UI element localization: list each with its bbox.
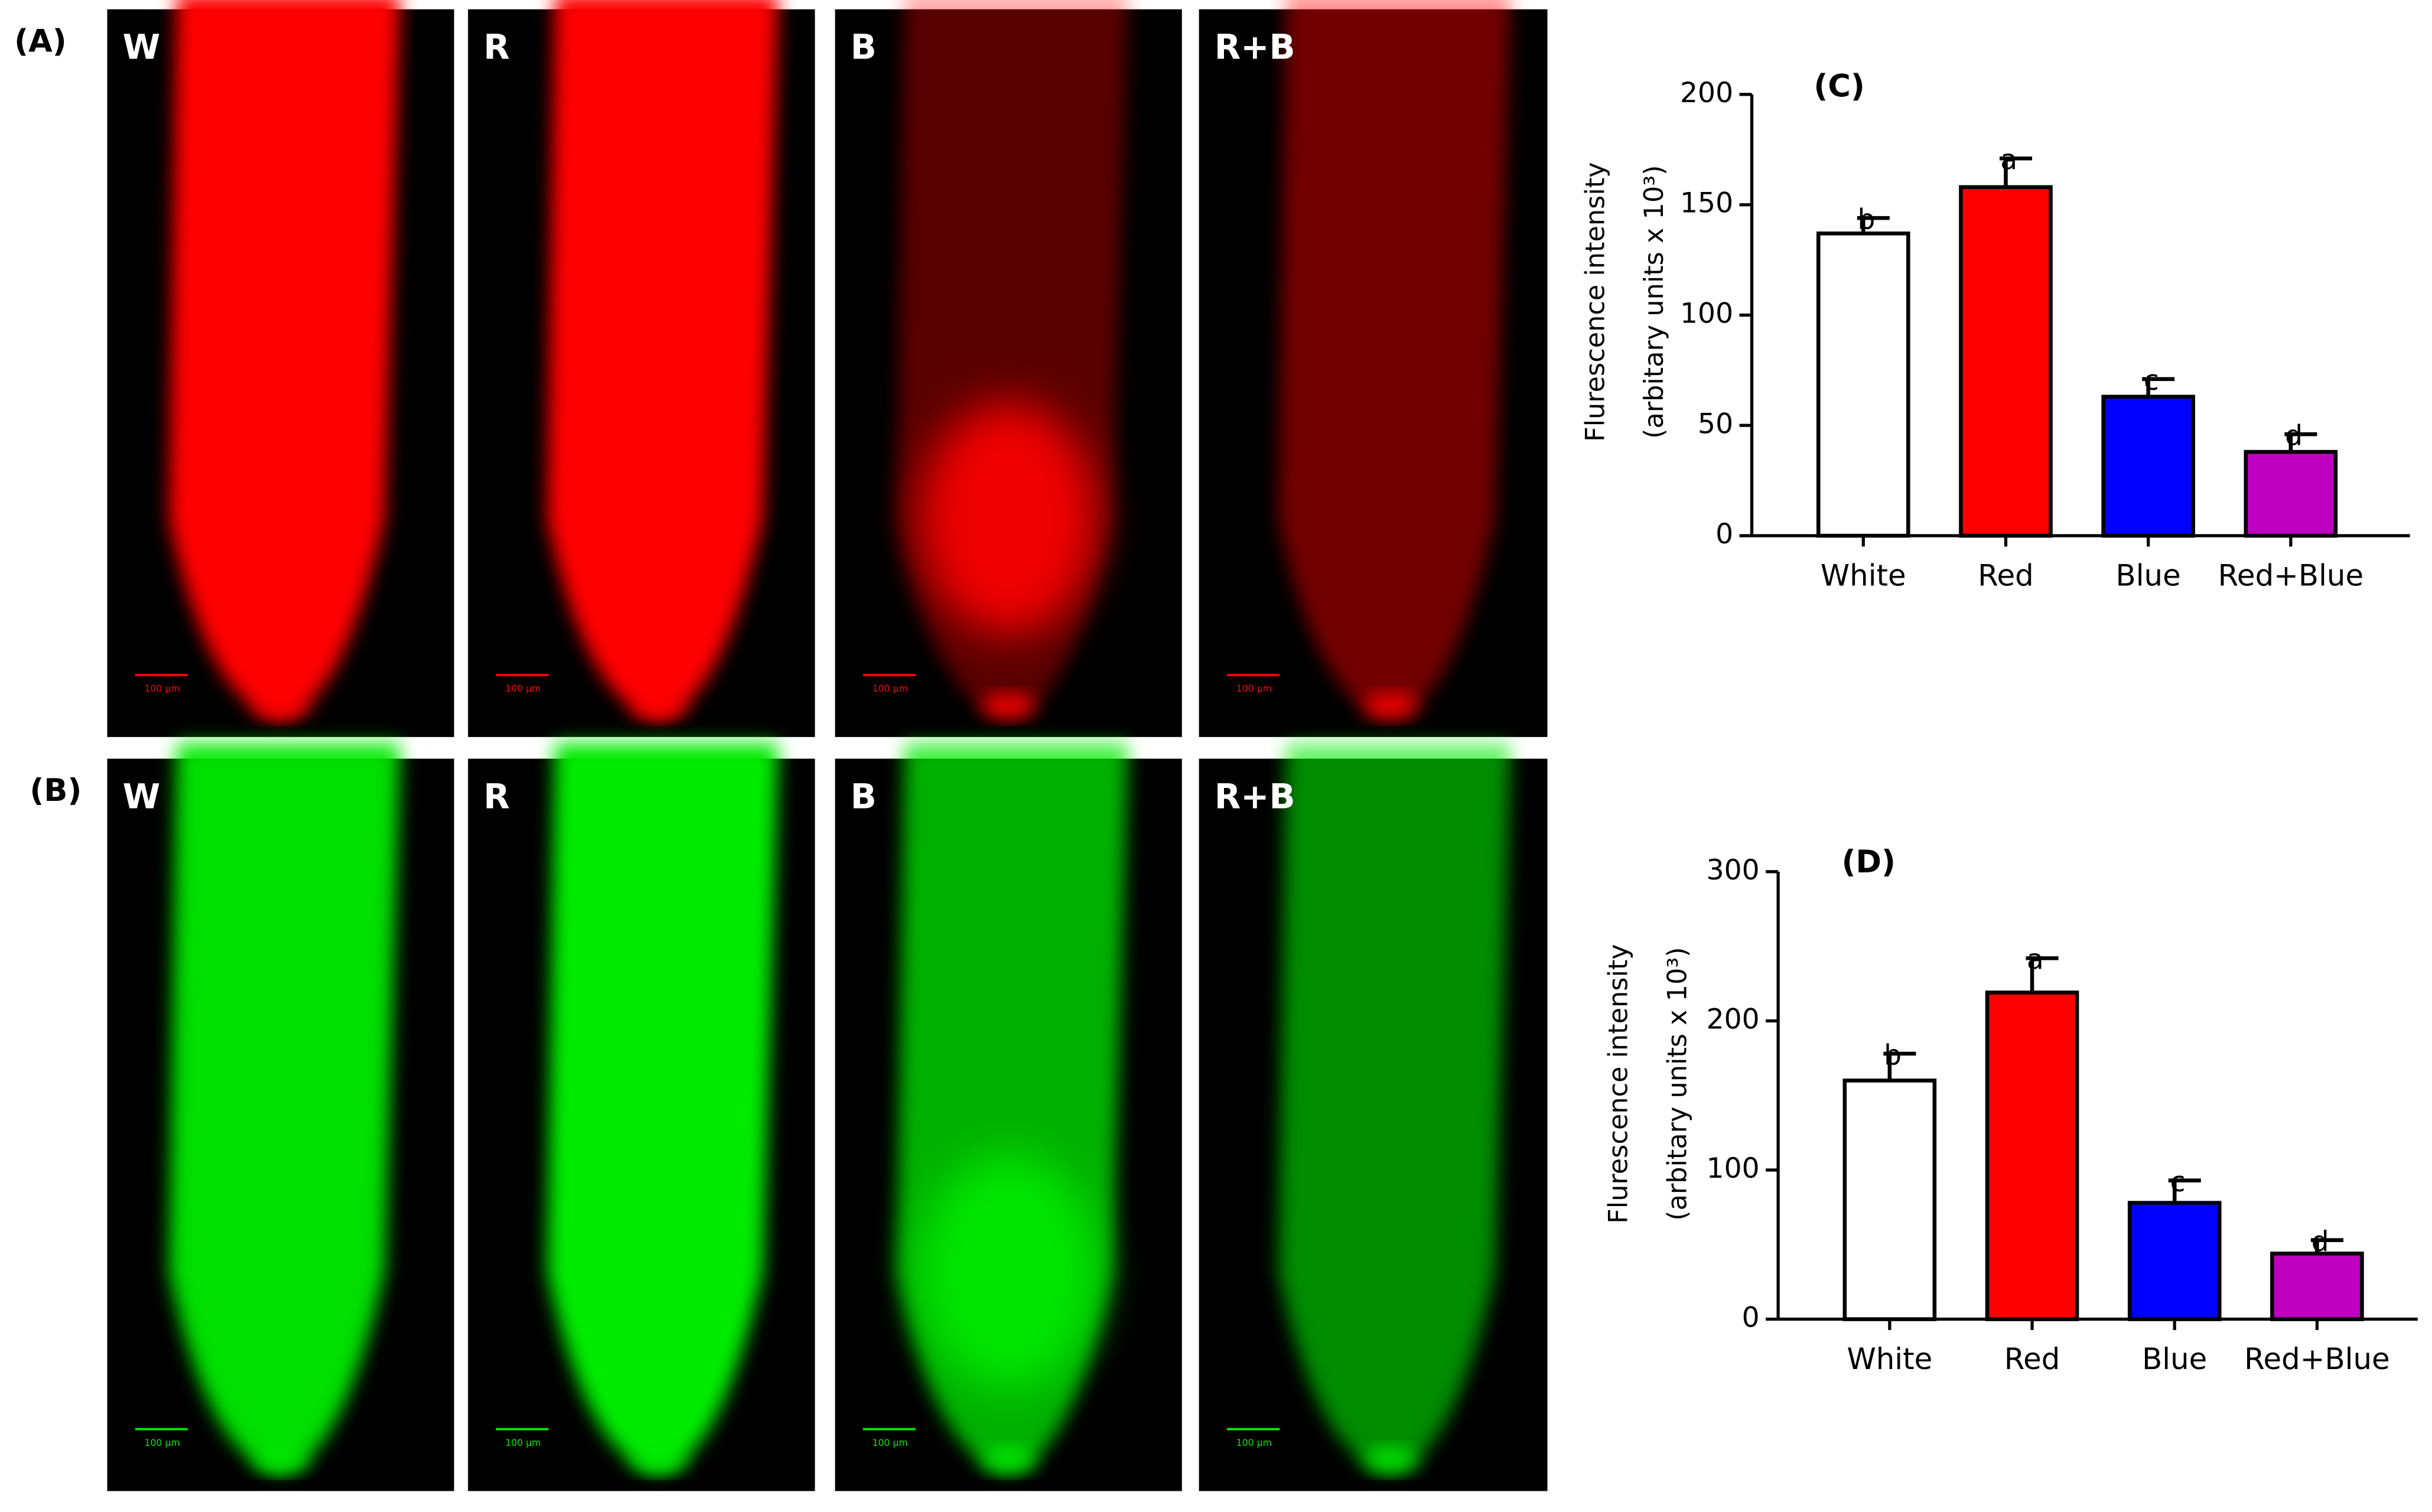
root-tip-glow bbox=[920, 1154, 1097, 1389]
y-axis-label: Flurescence intensity bbox=[1580, 162, 1610, 442]
root-tip bbox=[981, 1448, 1037, 1473]
root bbox=[168, 0, 401, 719]
x-tick-label: Blue bbox=[2142, 1342, 2207, 1376]
y-tick-label: 100 bbox=[1680, 297, 1733, 330]
root bbox=[1278, 743, 1511, 1473]
root-tip-glow bbox=[920, 402, 1097, 636]
x-tick-label: Red bbox=[2004, 1342, 2060, 1376]
scale-bar-label: 100 µm bbox=[505, 1437, 541, 1448]
significance-letter: d bbox=[2285, 419, 2303, 452]
image-label: R+B bbox=[1215, 776, 1295, 816]
micrograph bbox=[835, 0, 1182, 737]
image-label: R bbox=[484, 27, 510, 67]
bar bbox=[2127, 1201, 2222, 1321]
significance-letter: b bbox=[1884, 1039, 1902, 1071]
root-tip bbox=[252, 693, 309, 719]
micrograph bbox=[1199, 743, 1548, 1491]
x-tick-label: Blue bbox=[2116, 558, 2181, 592]
significance-letter: b bbox=[1858, 203, 1876, 236]
scale-bar-label: 100 µm bbox=[872, 1437, 908, 1448]
micrograph bbox=[835, 743, 1182, 1491]
panel-label: (A) bbox=[14, 23, 67, 59]
y-tick-label: 150 bbox=[1680, 187, 1733, 220]
significance-letter: d bbox=[2311, 1226, 2329, 1258]
root-tip bbox=[981, 693, 1037, 719]
chart-title: (D) bbox=[1842, 844, 1896, 880]
root bbox=[1278, 0, 1510, 719]
root-tip bbox=[1362, 693, 1419, 719]
significance-letter: c bbox=[2170, 1166, 2186, 1198]
y-axis-label: Flurescence intensity bbox=[1603, 944, 1634, 1224]
scale-bar-label: 100 µm bbox=[144, 1437, 180, 1448]
y-tick-label: 200 bbox=[1680, 77, 1733, 109]
bar bbox=[2270, 1252, 2364, 1321]
y-tick-label: 0 bbox=[1715, 518, 1733, 550]
y-tick-label: 100 bbox=[1707, 1152, 1760, 1185]
x-tick-label: White bbox=[1821, 558, 1906, 592]
bar bbox=[1959, 185, 2053, 538]
y-tick-label: 200 bbox=[1707, 1003, 1760, 1035]
significance-letter: c bbox=[2144, 364, 2159, 397]
root bbox=[168, 743, 401, 1473]
bar bbox=[1816, 231, 1910, 538]
micrograph bbox=[1199, 0, 1548, 737]
image-label: B bbox=[851, 776, 877, 816]
root-tip bbox=[631, 693, 687, 719]
panel-label: (B) bbox=[30, 773, 82, 809]
x-tick-label: Red+Blue bbox=[2218, 558, 2364, 592]
y-axis-label: (arbitary units x 10³) bbox=[1639, 165, 1669, 439]
image-label: W bbox=[123, 27, 161, 67]
scale-bar-label: 100 µm bbox=[505, 683, 541, 694]
root-tip bbox=[631, 1448, 687, 1473]
y-tick-label: 0 bbox=[1742, 1302, 1760, 1334]
scale-bar-label: 100 µm bbox=[1236, 683, 1272, 694]
x-tick-label: Red bbox=[1978, 558, 2034, 592]
root bbox=[546, 0, 779, 719]
y-tick-label: 300 bbox=[1707, 854, 1760, 887]
bar bbox=[1842, 1078, 1937, 1321]
significance-letter: a bbox=[2000, 144, 2017, 176]
bar bbox=[1985, 990, 2079, 1321]
image-label: R+B bbox=[1215, 27, 1295, 67]
scale-bar-label: 100 µm bbox=[144, 683, 180, 694]
micrograph bbox=[468, 0, 815, 737]
scale-bar-label: 100 µm bbox=[1236, 1437, 1272, 1448]
root-tip bbox=[1362, 1448, 1419, 1473]
image-label: R bbox=[484, 776, 510, 816]
root-tip bbox=[252, 1448, 309, 1473]
y-tick-label: 50 bbox=[1698, 408, 1733, 440]
scale-bar-label: 100 µm bbox=[872, 683, 908, 694]
x-tick-label: White bbox=[1847, 1342, 1932, 1376]
micrograph bbox=[107, 743, 454, 1491]
image-label: B bbox=[851, 27, 877, 67]
x-tick-label: Red+Blue bbox=[2244, 1342, 2390, 1376]
root bbox=[546, 743, 779, 1473]
bar bbox=[2101, 395, 2195, 538]
micrograph bbox=[468, 743, 815, 1491]
y-axis-label: (arbitary units x 10³) bbox=[1662, 947, 1692, 1220]
chart-title: (C) bbox=[1814, 68, 1864, 104]
significance-letter: a bbox=[2027, 944, 2044, 976]
micrograph bbox=[107, 0, 454, 737]
bar bbox=[2244, 449, 2338, 538]
image-label: W bbox=[123, 776, 161, 816]
